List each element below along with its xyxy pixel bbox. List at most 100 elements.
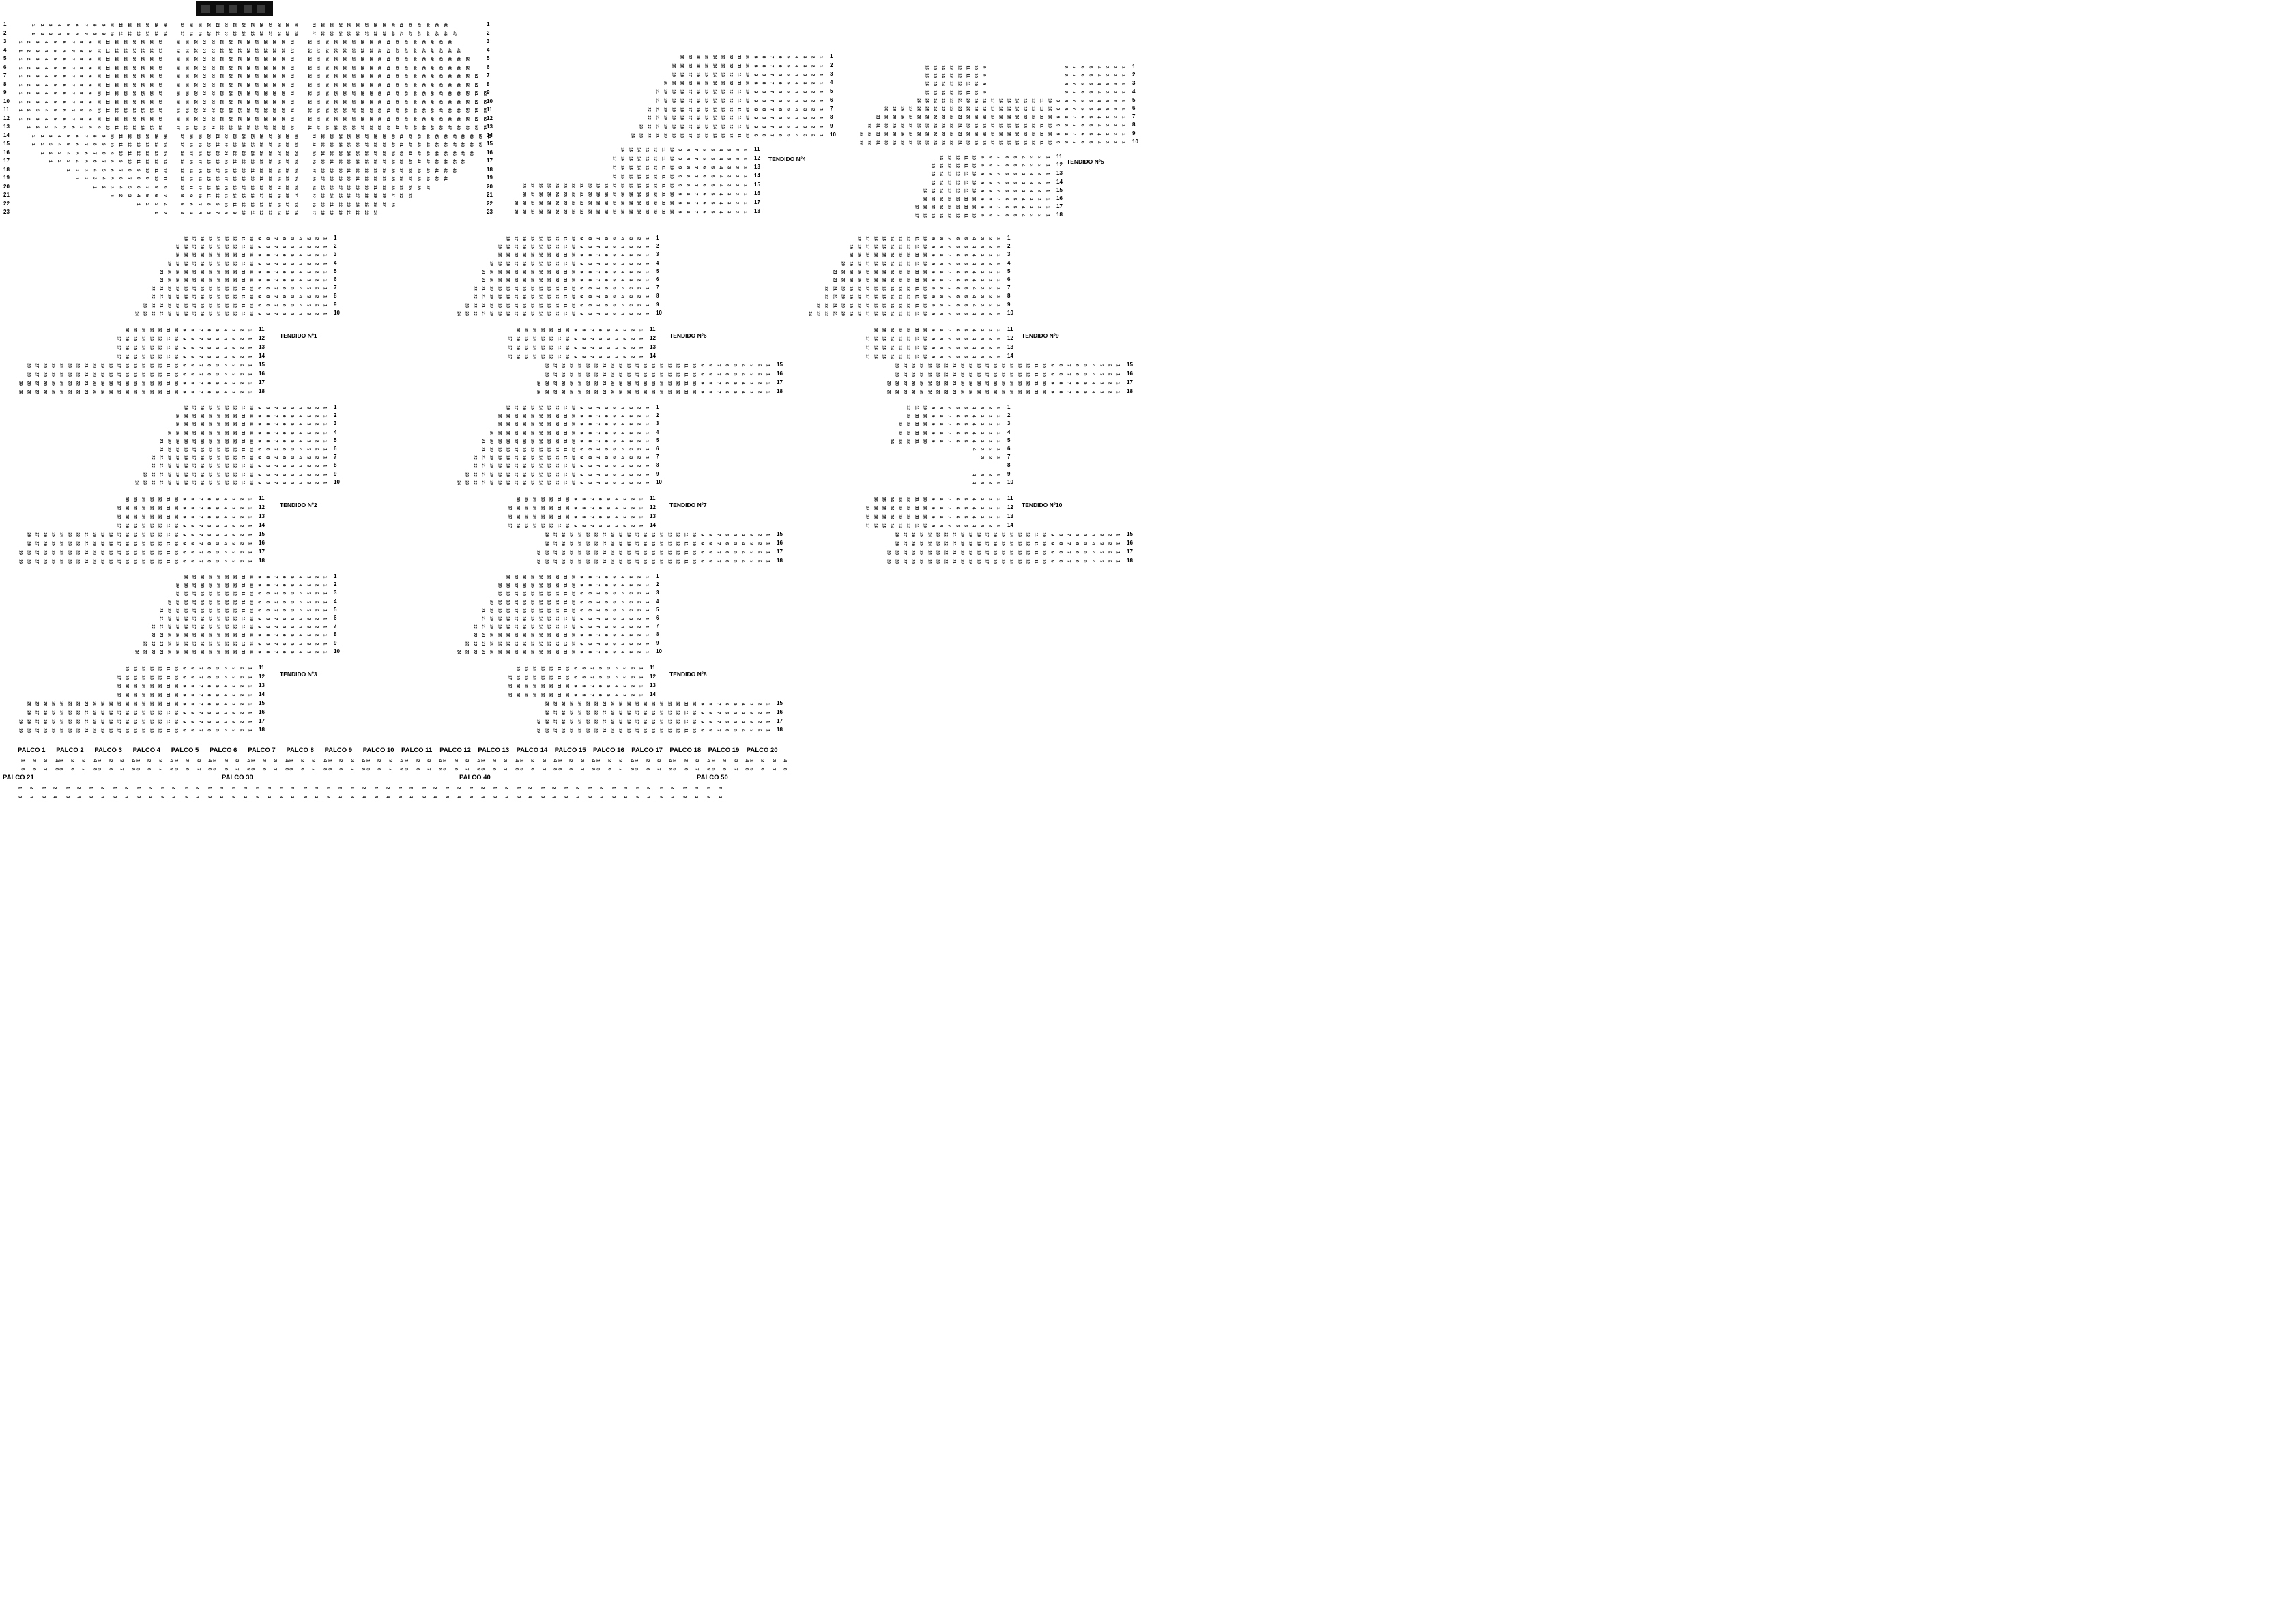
row-label: 7 <box>656 454 659 461</box>
row-label: 6 <box>1007 276 1010 283</box>
row-label: 11 <box>650 665 655 671</box>
row-label: 16 <box>1127 540 1133 547</box>
row-label: 7 <box>334 623 336 630</box>
row-label: 7 <box>656 285 659 291</box>
row-label: 18 <box>754 208 760 215</box>
row-label: 8 <box>830 114 833 121</box>
row-label: 14 <box>650 522 656 529</box>
row-label: 13 <box>259 344 265 351</box>
row-label: 17 <box>259 718 265 725</box>
row-label: 13 <box>1007 344 1013 351</box>
row-label: 13 <box>650 682 656 689</box>
row-label: 9 <box>334 471 336 478</box>
section-tendido-10: 1 2 3 4 5 6 7 8 9 10 11 12 1 1 2 3 4 5 6 7 8 9 10 11 12 2 1 2 3 4 5 6 7 8… <box>0 0 1146 812</box>
row-label: 6 <box>3 64 6 71</box>
section-grandstand: 1 2 3 4 5 6 7 8 9 10 11 12 13 14 15 16 17 18 19 20 21 22 23 24 2… <box>0 0 1146 812</box>
row-label: 10 <box>487 98 493 105</box>
row-label: 2 <box>656 581 659 588</box>
row-label: 17 <box>3 158 10 164</box>
section-title: TENDIDO Nº1 <box>280 332 317 339</box>
section-title: TENDIDO Nº5 <box>1067 158 1104 165</box>
row-label: 3 <box>1007 251 1010 258</box>
section-tendido-3: 1 2 3 4 5 6 7 8 9 10 11 12 13 14 15 16 17 18 1 1 2 3 4 5 6 7 8 9 10 1… <box>0 0 1146 812</box>
row-label: 13 <box>3 124 10 130</box>
row-label: 9 <box>656 640 659 647</box>
row-label: 14 <box>1056 179 1063 186</box>
section-title: TENDIDO Nº9 <box>1022 332 1059 339</box>
row-label: 18 <box>777 388 783 395</box>
row-label: 2 <box>656 412 659 419</box>
row-label: 23 <box>3 209 10 216</box>
row-label: 16 <box>1127 371 1133 377</box>
section-title: TENDIDO Nº2 <box>280 502 317 508</box>
row-label: 5 <box>1132 97 1135 104</box>
row-label: 12 <box>3 115 10 122</box>
row-label: 1 <box>656 404 659 411</box>
row-label: 10 <box>1007 310 1013 317</box>
row-label: 16 <box>487 149 493 156</box>
row-label: 17 <box>259 379 265 386</box>
row-label: 14 <box>650 353 656 360</box>
gate-square <box>243 5 252 13</box>
row-label: 1 <box>3 21 6 28</box>
row-label: 10 <box>3 98 10 105</box>
row-label: 3 <box>656 420 659 427</box>
row-label: 17 <box>754 199 760 206</box>
row-label: 17 <box>777 549 783 555</box>
row-label: 2 <box>1132 72 1135 78</box>
row-label: 6 <box>334 446 336 452</box>
row-label: 12 <box>1007 335 1013 342</box>
row-label: 12 <box>1056 162 1063 169</box>
row-label: 3 <box>334 590 336 596</box>
row-label: 4 <box>656 429 659 436</box>
row-label: 3 <box>334 251 336 258</box>
row-label: 10 <box>1007 479 1013 486</box>
row-label: 9 <box>334 302 336 308</box>
row-label: 2 <box>334 243 336 250</box>
row-label: 18 <box>3 166 10 173</box>
section-tendido-9: 1 2 3 4 5 6 7 8 9 10 11 12 13 14 15 16 17 18 1 1 2 3 4 5 6 7 8 9 10 1… <box>0 0 1146 812</box>
row-label: 18 <box>259 557 265 564</box>
row-label: 13 <box>754 164 760 171</box>
section-tendido-4: 1 2 3 4 5 6 7 8 9 10 11 12 13 14 15 16 17 18 1 1 2 3 4 5 6 7 8 9 10 1… <box>0 0 1146 812</box>
row-label: 4 <box>334 598 336 605</box>
row-label: 6 <box>1007 446 1010 452</box>
row-label: 16 <box>259 540 265 547</box>
row-label: 15 <box>754 182 760 188</box>
row-label: 10 <box>830 132 836 139</box>
row-label: 3 <box>334 420 336 427</box>
row-label: 5 <box>334 268 336 275</box>
gate-square <box>201 5 210 13</box>
row-label: 8 <box>656 462 659 469</box>
row-label: 10 <box>656 648 662 655</box>
row-label: 1 <box>334 404 336 411</box>
row-label: 15 <box>777 531 783 538</box>
row-label: 5 <box>656 268 659 275</box>
section-title: TENDIDO Nº4 <box>768 156 806 162</box>
row-label: 1 <box>830 53 833 60</box>
row-label: 9 <box>1132 130 1135 137</box>
row-label: 1 <box>656 573 659 580</box>
row-label: 7 <box>334 285 336 291</box>
row-label: 6 <box>334 276 336 283</box>
presidencia-gate-marker <box>196 1 273 16</box>
row-label: 14 <box>259 353 265 360</box>
row-label: 18 <box>777 557 783 564</box>
row-label: 10 <box>334 648 340 655</box>
row-label: 8 <box>3 81 6 88</box>
section-tendido-5: 1 2 3 4 5 6 7 8 9 10 11 12 13 14 15 16 1 1 2 3 4 5 6 7 8 9 10 11 12 1… <box>0 0 1146 812</box>
row-label: 15 <box>1127 531 1133 538</box>
row-label: 7 <box>1007 285 1010 291</box>
row-label: 1 <box>1132 63 1135 70</box>
row-label: 6 <box>334 615 336 622</box>
row-label: 9 <box>656 471 659 478</box>
row-label: 10 <box>334 479 340 486</box>
row-label: 9 <box>1007 302 1010 308</box>
row-label: 5 <box>334 437 336 444</box>
row-label: 4 <box>656 598 659 605</box>
row-label: 13 <box>259 682 265 689</box>
row-label: 11 <box>650 495 655 502</box>
row-label: 1 <box>656 235 659 242</box>
row-label: 7 <box>1132 113 1135 120</box>
row-label: 19 <box>487 175 493 182</box>
